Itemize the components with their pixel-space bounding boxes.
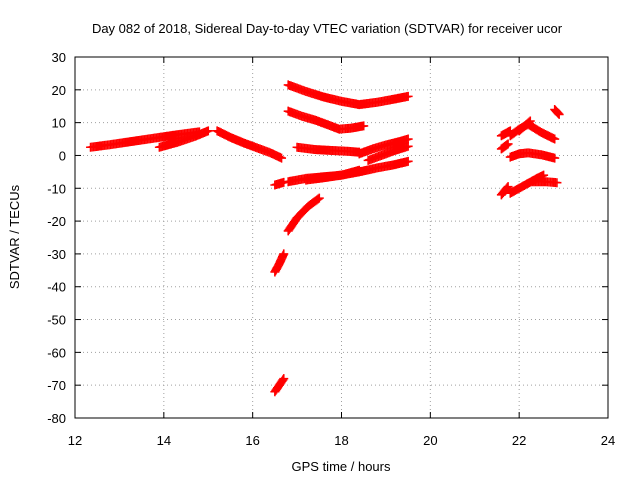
data-series-segment [550,105,564,119]
chart-title: Day 082 of 2018, Sidereal Day-to-day VTE… [92,21,563,36]
data-series-segment [270,249,289,277]
data-series-segment [354,134,413,159]
data-series-segment [292,142,364,157]
x-tick-label: 20 [423,433,437,448]
data-series-segment [363,141,413,165]
data-series-segment [496,182,513,200]
y-tick-label: -60 [47,345,66,360]
x-axis-label: GPS time / hours [292,459,391,474]
data-point [552,107,562,117]
y-tick-label: -40 [47,280,66,295]
data-series-segment [496,139,513,154]
axis-ticks [74,56,609,419]
y-tick-label: 30 [52,50,66,65]
y-tick-label: 20 [52,83,66,98]
data-series-segment [154,126,213,152]
data-point [354,165,364,175]
data-point [502,183,512,193]
data-series-segment [527,177,562,188]
data-point [314,193,324,203]
data-point [554,109,564,119]
y-tick-label: -50 [47,313,66,328]
x-tick-label: 14 [157,433,171,448]
data-point [553,108,563,118]
y-tick-label: 10 [52,116,66,131]
x-tick-label: 16 [245,433,259,448]
data-series-segment [505,148,560,163]
y-tick-label: -70 [47,378,66,393]
tick-labels: 12 14 16 18 20 22 24 -80 -70 -60 -50 -40 -30 -20 -10 0 1… [47,50,615,448]
data-point [524,117,534,127]
x-tick-label: 18 [334,433,348,448]
data-point [359,121,369,131]
data-series-segment [283,80,413,110]
data-series-segment [514,116,535,136]
data-point [403,156,413,166]
data-point [550,153,560,163]
y-tick-label: 0 [59,148,66,163]
y-tick-label: -10 [47,181,66,196]
data-point [503,139,513,149]
data-series-segment [270,177,289,190]
data-point [277,153,287,163]
x-tick-label: 12 [68,433,82,448]
y-tick-label: -30 [47,247,66,262]
data-series-segment [270,374,289,397]
x-tick-label: 24 [601,433,615,448]
data-point [550,134,560,144]
data-point [203,126,213,136]
data-point [313,194,323,204]
y-tick-label: -20 [47,214,66,229]
x-tick-label: 22 [512,433,526,448]
data-point [503,182,513,192]
data-point [552,178,562,188]
data-series-segment [212,126,287,163]
y-axis-label: SDTVAR / TECUs [7,184,22,289]
data-series-segment [283,193,324,236]
data-point [279,374,289,384]
data-point [278,375,288,385]
data-point [525,116,535,126]
data-points [86,80,564,397]
data-point [279,249,289,259]
data-point [403,141,413,151]
data-point [502,140,512,150]
data-series-segment [301,165,364,185]
y-tick-label: -80 [47,411,66,426]
data-series-segment [283,106,369,134]
data-point [403,91,413,101]
